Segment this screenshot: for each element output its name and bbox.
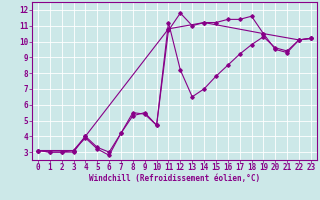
X-axis label: Windchill (Refroidissement éolien,°C): Windchill (Refroidissement éolien,°C) [89,174,260,183]
